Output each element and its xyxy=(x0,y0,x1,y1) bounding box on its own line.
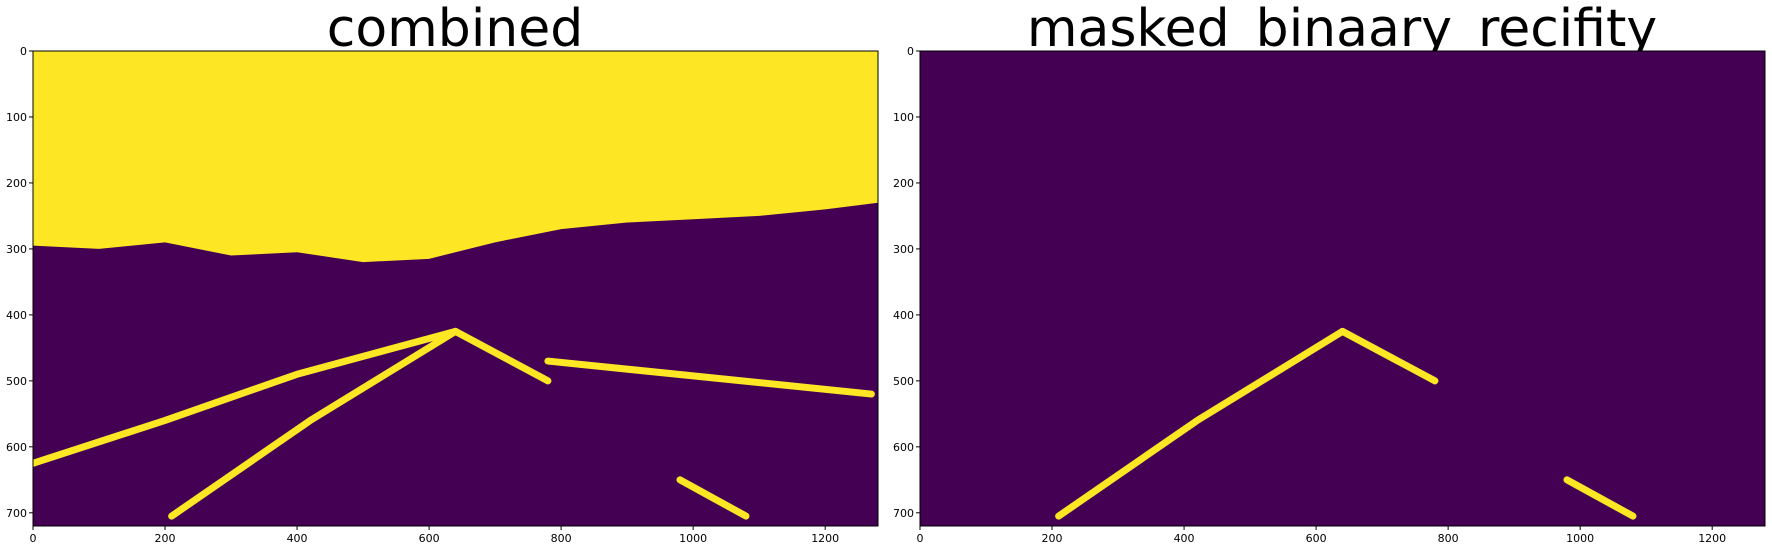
x-tick-label: 0 xyxy=(30,532,37,545)
image-content xyxy=(1055,327,1637,520)
lane-line xyxy=(544,357,875,398)
panel-combined: combined 0 200 400 600 800 1000 1200 0 100 200 300… xyxy=(6,0,879,545)
sky-region xyxy=(33,51,878,263)
y-tick-label: 100 xyxy=(6,111,27,124)
x-tick-label: 800 xyxy=(551,532,572,545)
y-tick-label: 700 xyxy=(6,507,27,520)
x-tick-label: 400 xyxy=(287,532,308,545)
image-content xyxy=(33,51,878,520)
y-tick-label: 300 xyxy=(893,243,914,256)
lane-line xyxy=(1055,327,1346,520)
plot-frame xyxy=(919,50,1766,527)
y-tick-label: 600 xyxy=(893,441,914,454)
plot-background xyxy=(920,51,1765,526)
x-tick-label: 0 xyxy=(917,532,924,545)
axes: 0 200 400 600 800 1000 1200 0 100 200 300 400 500 600… xyxy=(893,45,1726,545)
x-tick-label: 200 xyxy=(155,532,176,545)
y-tick-label: 100 xyxy=(893,111,914,124)
lane-line xyxy=(1563,476,1637,520)
x-tick-label: 600 xyxy=(419,532,440,545)
y-tick-label: 500 xyxy=(6,375,27,388)
y-tick-label: 700 xyxy=(893,507,914,520)
x-tick-label: 1200 xyxy=(1698,532,1726,545)
chart-title: masked_binaary_recifity xyxy=(1027,0,1657,59)
x-tick-label: 400 xyxy=(1174,532,1195,545)
lane-line xyxy=(168,327,459,520)
x-tick-label: 800 xyxy=(1438,532,1459,545)
x-tick-label: 1000 xyxy=(679,532,707,545)
plot-frame xyxy=(32,50,879,527)
y-tick-label: 400 xyxy=(6,309,27,322)
x-tick-label: 1000 xyxy=(1566,532,1594,545)
y-tick-label: 200 xyxy=(893,177,914,190)
x-tick-label: 600 xyxy=(1306,532,1327,545)
x-tick-label: 200 xyxy=(1042,532,1063,545)
lane-line xyxy=(1339,327,1439,385)
y-tick-label: 200 xyxy=(6,177,27,190)
y-tick-label: 400 xyxy=(893,309,914,322)
y-tick-label: 0 xyxy=(20,45,27,58)
panel-masked: masked_binaary_recifity 0 200 400 600 800 100… xyxy=(893,0,1766,545)
y-tick-label: 600 xyxy=(6,441,27,454)
x-tick-label: 1200 xyxy=(811,532,839,545)
chart-title: combined xyxy=(327,0,583,59)
y-tick-label: 500 xyxy=(893,375,914,388)
axes: 0 200 400 600 800 1000 1200 0 100 200 300 400 500 600… xyxy=(6,45,839,545)
lane-line xyxy=(676,476,750,520)
lane-line xyxy=(33,327,459,467)
lane-line xyxy=(452,327,552,385)
y-tick-label: 300 xyxy=(6,243,27,256)
y-tick-label: 0 xyxy=(907,45,914,58)
